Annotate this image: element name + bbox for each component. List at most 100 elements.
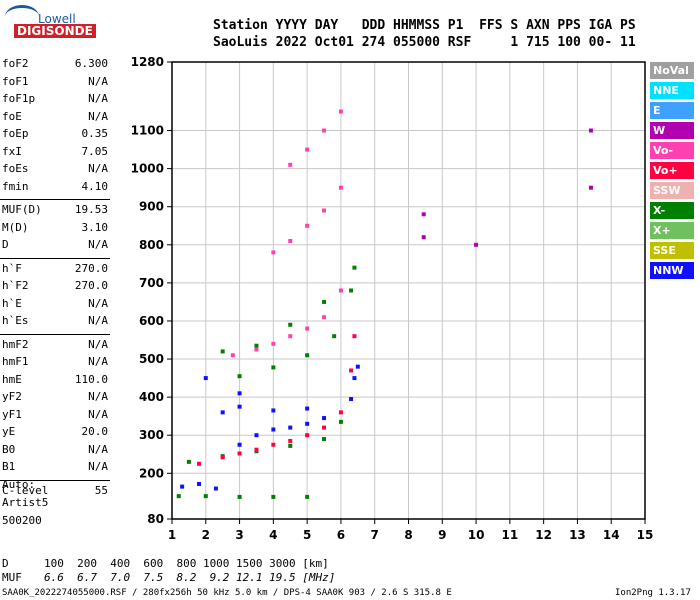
data-point xyxy=(213,486,218,491)
data-point xyxy=(338,288,343,293)
data-point xyxy=(288,425,293,430)
x-tick-label: 15 xyxy=(637,528,654,542)
legend-item: Vo- xyxy=(650,142,694,159)
footer-file-info: SAA0K_2022274055000.RSF / 280fx256h 50 k… xyxy=(2,588,452,598)
data-point xyxy=(271,427,276,432)
data-point xyxy=(352,376,357,381)
legend-item: X+ xyxy=(650,222,694,239)
distance-row-label: D xyxy=(2,557,9,570)
param-name: fmin xyxy=(2,179,29,193)
data-point xyxy=(220,455,225,460)
legend-item: NoVal xyxy=(650,62,694,79)
param-value: N/A xyxy=(88,314,108,327)
data-point xyxy=(588,128,593,133)
data-point xyxy=(322,208,327,213)
data-point xyxy=(203,376,208,381)
data-point xyxy=(288,238,293,243)
param-value: 55 xyxy=(94,483,108,497)
panel-separator xyxy=(0,199,110,200)
param-name: foF2 xyxy=(2,57,29,70)
data-point xyxy=(338,419,343,424)
legend-item: X- xyxy=(650,202,694,219)
param-value: 20.0 xyxy=(81,425,109,438)
x-tick-label: 2 xyxy=(202,528,210,542)
param-value: N/A xyxy=(88,390,108,403)
data-point xyxy=(197,461,202,466)
data-point xyxy=(338,185,343,190)
data-point xyxy=(305,494,310,499)
param-value: N/A xyxy=(88,442,108,456)
data-point xyxy=(305,406,310,411)
x-tick-label: 6 xyxy=(337,528,345,542)
logo-text-bottom: DIGISONDE xyxy=(14,24,96,38)
x-tick-label: 3 xyxy=(235,528,243,542)
data-point xyxy=(349,288,354,293)
legend-item: Vo+ xyxy=(650,162,694,179)
panel-separator xyxy=(0,333,110,335)
param-name: MUF(D) xyxy=(2,203,42,216)
data-point xyxy=(421,235,426,240)
y-tick-label: 1100 xyxy=(131,124,164,138)
data-point xyxy=(288,162,293,167)
param-name: M(D) xyxy=(2,220,29,234)
autoscaler-line-3: 500200 xyxy=(2,514,42,527)
data-point xyxy=(271,442,276,447)
data-point xyxy=(322,128,327,133)
x-tick-label: 1 xyxy=(168,528,176,542)
param-value: N/A xyxy=(88,162,108,175)
y-tick-label: 80 xyxy=(147,512,164,526)
param-name: foE xyxy=(2,109,22,123)
data-point xyxy=(254,447,259,452)
data-point xyxy=(176,494,181,499)
data-point xyxy=(349,368,354,373)
legend-item: SSW xyxy=(650,182,694,199)
y-tick-label: 800 xyxy=(139,238,164,252)
data-point xyxy=(355,364,360,369)
data-point xyxy=(237,451,242,456)
param-name: yF2 xyxy=(2,390,22,403)
data-point xyxy=(305,147,310,152)
param-value: 0.35 xyxy=(81,127,109,140)
data-point xyxy=(271,408,276,413)
logo-text-top: Lowell xyxy=(38,12,76,26)
y-tick-label: 300 xyxy=(139,428,164,442)
legend-item: E xyxy=(650,102,694,119)
data-point xyxy=(197,481,202,486)
param-name: fxI xyxy=(2,144,22,158)
param-name: yF1 xyxy=(2,407,22,421)
param-name: foEp xyxy=(2,127,29,140)
x-tick-label: 10 xyxy=(468,528,485,542)
param-value: N/A xyxy=(88,74,108,88)
param-name: h`F2 xyxy=(2,279,29,292)
data-point xyxy=(271,250,276,255)
data-point xyxy=(305,353,310,358)
data-point xyxy=(220,349,225,354)
data-point xyxy=(254,347,259,352)
param-value: N/A xyxy=(88,296,108,310)
panel-separator xyxy=(0,479,110,481)
x-tick-label: 11 xyxy=(502,528,519,542)
param-value: 6.300 xyxy=(74,57,108,70)
param-value: 270.0 xyxy=(74,279,108,292)
param-value: N/A xyxy=(88,460,108,473)
x-tick-label: 5 xyxy=(303,528,311,542)
param-name: hmF1 xyxy=(2,355,29,368)
param-name: foF1p xyxy=(2,92,36,105)
param-name: h`Es xyxy=(2,314,29,327)
x-tick-label: 14 xyxy=(603,528,620,542)
y-tick-label: 400 xyxy=(139,390,164,404)
data-point xyxy=(237,374,242,379)
y-tick-label: 1000 xyxy=(131,162,164,176)
muf-row-label: MUF xyxy=(2,571,22,584)
data-point xyxy=(237,391,242,396)
data-point xyxy=(338,109,343,114)
logo-arc xyxy=(5,5,39,28)
param-value: N/A xyxy=(88,407,108,421)
y-tick-label: 900 xyxy=(139,200,164,214)
data-point xyxy=(220,410,225,415)
data-point xyxy=(288,443,293,448)
param-value: 3.10 xyxy=(81,220,109,234)
x-tick-label: 8 xyxy=(404,528,412,542)
param-name: D xyxy=(2,238,9,251)
